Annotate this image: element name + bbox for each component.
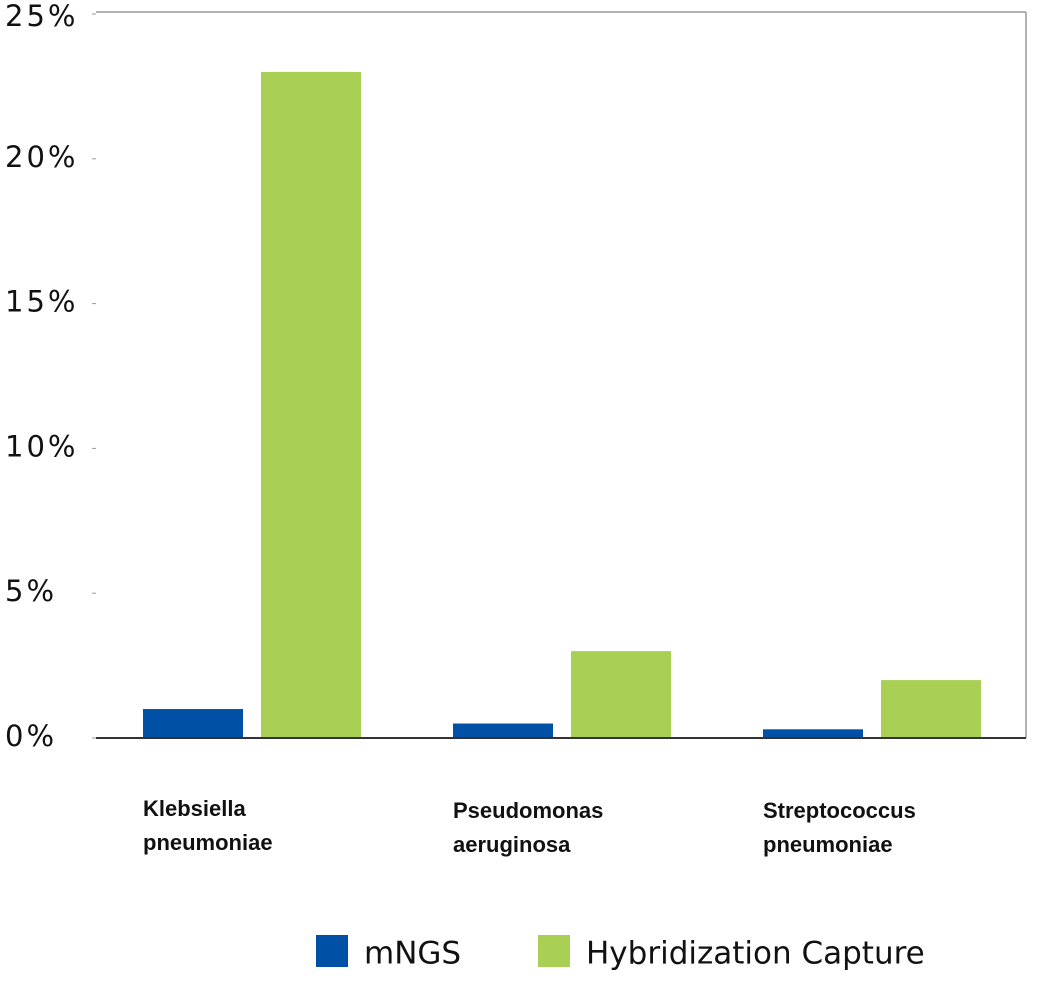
x-tick-label: Klebsiella pneumoniae bbox=[143, 796, 273, 855]
y-tick-label: 20% bbox=[5, 140, 78, 174]
x-tick-label: Streptococcus pneumoniae bbox=[763, 798, 916, 857]
legend-label: mNGS bbox=[364, 936, 461, 972]
x-tick-label: Pseudomonas aeruginosa bbox=[453, 798, 604, 857]
bar bbox=[143, 709, 243, 738]
y-tick-label: 10% bbox=[5, 429, 78, 463]
legend-swatch bbox=[316, 935, 348, 967]
bar bbox=[881, 680, 981, 738]
legend-swatch bbox=[538, 935, 570, 967]
y-tick-label: 25% bbox=[5, 0, 78, 33]
y-tick-label: 15% bbox=[5, 285, 78, 319]
y-tick-label: 0% bbox=[5, 719, 57, 753]
bar bbox=[571, 651, 671, 738]
y-tick-label: 5% bbox=[5, 574, 57, 608]
bar bbox=[261, 71, 361, 739]
legend-label: Hybridization Capture bbox=[586, 936, 925, 972]
bar bbox=[763, 729, 863, 738]
bar bbox=[453, 723, 553, 738]
